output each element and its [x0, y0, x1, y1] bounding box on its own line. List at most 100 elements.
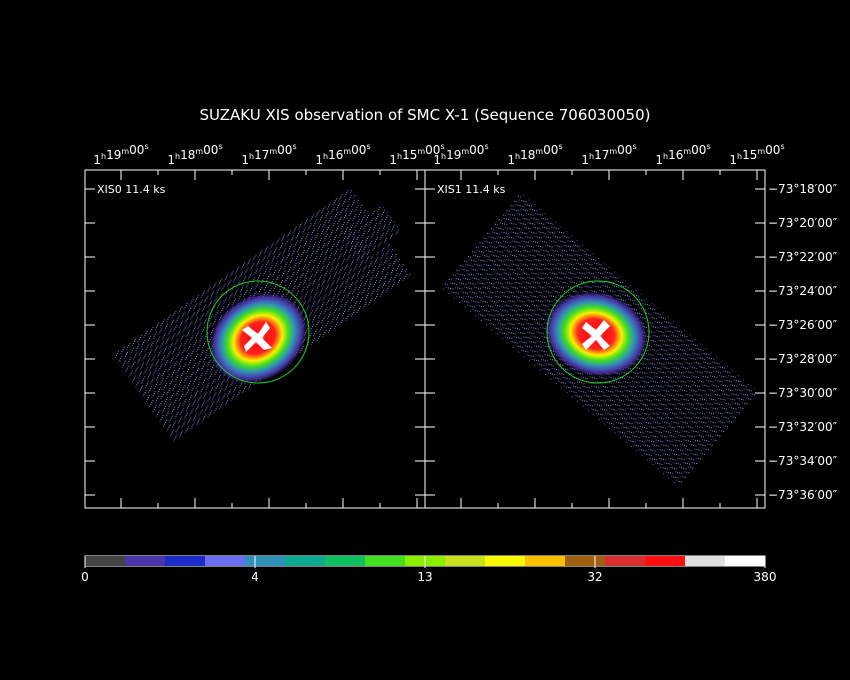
colorbar-segment [245, 556, 286, 566]
colorbar-label: 13 [417, 570, 432, 584]
colorbar-segment [125, 556, 166, 566]
colorbar-segment [725, 556, 766, 566]
ra-value: 18 [520, 148, 535, 162]
ra-label: 1h18m00s [167, 142, 222, 167]
ra-value: 17 [594, 148, 609, 162]
ra-unit: m [195, 147, 203, 156]
ra-unit: h [175, 152, 180, 161]
dec-label: −73°18′00″ [768, 182, 838, 196]
ra-value: 00 [129, 143, 144, 157]
ra-value: 00 [543, 143, 558, 157]
ra-value: 00 [425, 143, 440, 157]
ra-label: 1h18m00s [507, 142, 562, 167]
colorbar-label: 380 [754, 570, 777, 584]
ra-unit: m [757, 147, 765, 156]
ra-label: 1h17m00s [241, 142, 296, 167]
ra-value: 1 [389, 153, 397, 167]
ra-value: 1 [433, 153, 441, 167]
ra-label: 1h19m00s [93, 142, 148, 167]
ra-unit: h [397, 152, 402, 161]
ra-label: 1h17m00s [581, 142, 636, 167]
ra-value: 16 [668, 148, 683, 162]
colorbar-label: 32 [587, 570, 602, 584]
ra-value: 15 [742, 148, 757, 162]
dec-label: −73°28′00″ [768, 352, 838, 366]
ra-value: 00 [765, 143, 780, 157]
axis-ticks [85, 170, 765, 508]
ra-unit: m [683, 147, 691, 156]
dec-label: −73°26′00″ [768, 318, 838, 332]
dec-label: −73°34′00″ [768, 454, 838, 468]
colorbar-segment [365, 556, 406, 566]
ra-unit: s [632, 142, 636, 151]
ra-value: 00 [469, 143, 484, 157]
dec-label: −73°22′00″ [768, 250, 838, 264]
ra-unit: h [323, 152, 328, 161]
colorbar-segment [645, 556, 686, 566]
xis0-image [111, 186, 420, 444]
ra-value: 18 [180, 148, 195, 162]
ra-unit: h [589, 152, 594, 161]
colorbar-segment [565, 556, 606, 566]
ra-value: 17 [254, 148, 269, 162]
colorbar-segment [445, 556, 486, 566]
ra-value: 00 [691, 143, 706, 157]
colorbar-segment [525, 556, 566, 566]
ra-value: 1 [167, 153, 175, 167]
ra-value: 1 [93, 153, 101, 167]
ra-value: 1 [315, 153, 323, 167]
ra-unit: h [441, 152, 446, 161]
ra-unit: h [515, 152, 520, 161]
colorbar-segment [205, 556, 246, 566]
ra-label: 1h16m00s [655, 142, 710, 167]
title: SUZAKU XIS observation of SMC X-1 (Seque… [200, 106, 651, 124]
ra-label: 1h15m00s [729, 142, 784, 167]
ra-value: 00 [351, 143, 366, 157]
ra-value: 1 [507, 153, 515, 167]
ra-unit: s [292, 142, 296, 151]
dec-label: −73°30′00″ [768, 386, 838, 400]
ra-unit: h [737, 152, 742, 161]
ra-unit: s [440, 142, 444, 151]
ra-value: 16 [328, 148, 343, 162]
dec-label: −73°20′00″ [768, 216, 838, 230]
ra-value: 19 [446, 148, 461, 162]
colorbar-segment [165, 556, 206, 566]
ra-unit: m [417, 147, 425, 156]
ra-unit: s [144, 142, 148, 151]
ra-value: 1 [581, 153, 589, 167]
ra-value: 1 [729, 153, 737, 167]
ra-unit: s [780, 142, 784, 151]
ra-label: 1h15m00s [389, 142, 444, 167]
colorbar-segment [485, 556, 526, 566]
xis1-image [441, 192, 759, 488]
panel-label: XIS1 11.4 ks [437, 183, 506, 196]
dec-label: −73°24′00″ [768, 284, 838, 298]
ra-label: 1h19m00 s [433, 142, 488, 167]
colorbar-segment [325, 556, 366, 566]
panel-label: XIS0 11.4 ks [97, 183, 166, 196]
ra-value: 00 [277, 143, 292, 157]
ra-unit: m [121, 147, 129, 156]
dec-label: −73°32′00″ [768, 420, 838, 434]
ra-unit: m [609, 147, 617, 156]
ra-unit: s [558, 142, 562, 151]
ra-value: 1 [241, 153, 249, 167]
colorbar-label: 4 [251, 570, 259, 584]
ra-value: 00 [617, 143, 632, 157]
ra-unit: m [269, 147, 277, 156]
colorbar-segment [685, 556, 726, 566]
ra-unit: s [218, 142, 222, 151]
colorbar-label: 0 [81, 570, 89, 584]
colorbar-segment [285, 556, 326, 566]
colorbar-segment [605, 556, 646, 566]
ra-value: 00 [203, 143, 218, 157]
ra-unit: s [706, 142, 710, 151]
colorbar-segment [85, 556, 126, 566]
ra-unit: m [343, 147, 351, 156]
ra-unit: h [101, 152, 106, 161]
ra-value: 15 [402, 148, 417, 162]
ra-unit: m [461, 147, 469, 156]
dec-label: −73°36′00″ [768, 488, 838, 502]
